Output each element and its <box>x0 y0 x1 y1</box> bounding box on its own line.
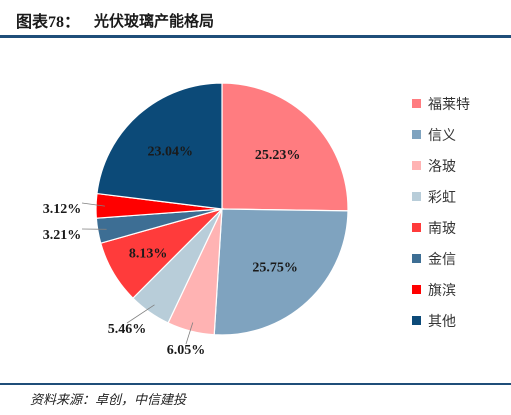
legend-swatch-7 <box>412 285 421 294</box>
slice-label-7: 3.12% <box>43 202 82 217</box>
figure-header: 图表78： 光伏玻璃产能格局 <box>16 8 214 32</box>
legend-swatch-4 <box>412 192 421 201</box>
legend-label-2: 信义 <box>428 128 456 144</box>
legend-swatch-5 <box>412 223 421 232</box>
leader-line-4 <box>126 304 155 324</box>
legend-swatch-8 <box>412 316 421 325</box>
legend-label-7: 旗滨 <box>428 283 456 299</box>
source-note: 资料来源：卓创，中信建投 <box>30 393 187 408</box>
pie-slice-8 <box>96 82 223 210</box>
legend-label-4: 彩虹 <box>428 190 456 206</box>
pie-slices <box>95 82 349 336</box>
bottom-rule <box>0 383 511 385</box>
legend-swatch-3 <box>412 161 421 170</box>
pie-slice-1 <box>221 82 349 212</box>
slice-label-6: 3.21% <box>43 228 82 243</box>
figure-title: 光伏玻璃产能格局 <box>94 11 215 30</box>
slice-label-2: 25.75% <box>252 260 298 275</box>
slice-label-8: 23.04% <box>148 145 194 160</box>
legend-label-6: 金信 <box>428 252 456 268</box>
slice-label-3: 6.05% <box>167 343 206 358</box>
slice-label-5: 8.13% <box>129 246 168 261</box>
legend-swatch-1 <box>412 99 421 108</box>
legend-swatch-2 <box>412 130 421 139</box>
legend-label-3: 洛玻 <box>428 159 456 175</box>
top-rule <box>0 35 511 38</box>
slice-label-1: 25.23% <box>255 148 301 163</box>
legend-label-8: 其他 <box>428 314 456 330</box>
legend-label-1: 福莱特 <box>428 97 470 113</box>
pie-slice-2 <box>213 208 349 336</box>
leader-line-7 <box>81 202 105 207</box>
slice-labels: 25.23% 25.75% 6.05% 5.46% 8.13% 3.21% 3.12% 23.… <box>43 145 301 359</box>
pie-chart: 25.23% 25.75% 6.05% 5.46% 8.13% 3.21% 3.12% 23.… <box>43 82 470 359</box>
legend-swatch-6 <box>412 254 421 263</box>
figure-label: 图表78： <box>16 14 81 31</box>
leader-line-3 <box>185 322 194 345</box>
leader-lines <box>81 202 194 345</box>
legend-label-5: 南玻 <box>428 221 456 237</box>
slice-label-4: 5.46% <box>108 322 147 337</box>
